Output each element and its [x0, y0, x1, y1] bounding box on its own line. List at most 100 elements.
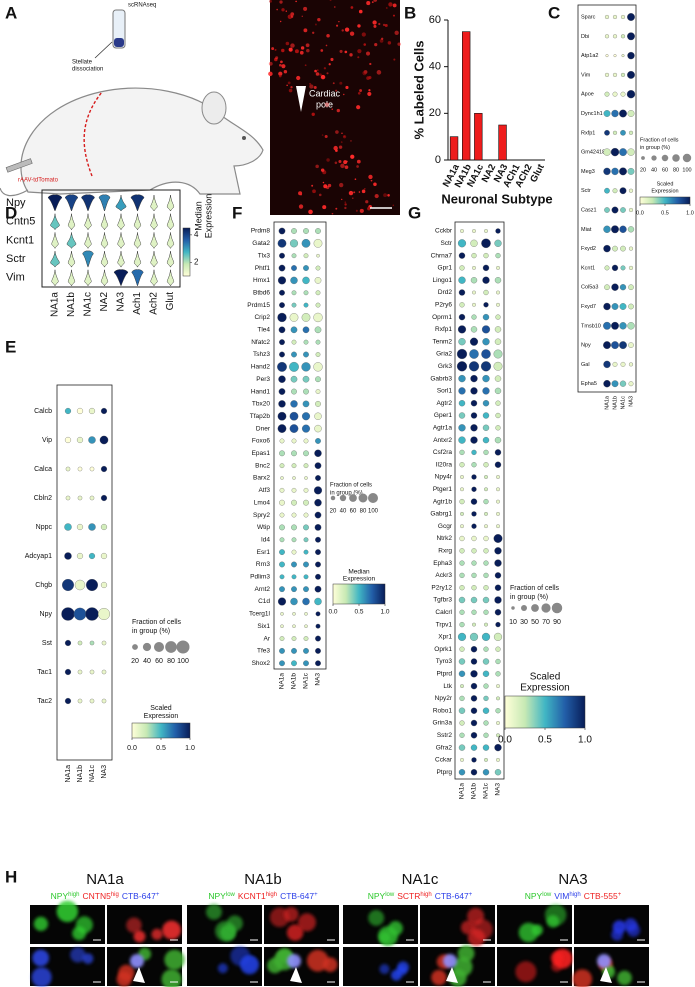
color-legend-title: Expression	[343, 576, 376, 583]
dot	[291, 499, 297, 506]
cell-signal	[283, 69, 288, 74]
dot	[603, 380, 611, 388]
dot	[612, 245, 618, 252]
dot	[610, 147, 620, 157]
group-label: Ach1	[132, 292, 143, 315]
dot	[619, 109, 627, 118]
dot	[291, 302, 297, 308]
dot	[471, 609, 477, 615]
bar	[462, 31, 471, 161]
cell	[283, 906, 299, 922]
y-tick-label: 40	[429, 61, 441, 73]
cell-signal	[333, 6, 336, 8]
dot	[482, 658, 490, 665]
size-legend-dot	[551, 602, 563, 614]
dot	[495, 314, 501, 320]
dot	[494, 326, 502, 333]
dot	[100, 552, 108, 560]
dot	[495, 400, 501, 406]
dot	[484, 524, 488, 529]
cell	[597, 954, 611, 968]
dot	[314, 524, 322, 531]
gene-label: Gper1	[434, 412, 452, 419]
dot	[471, 252, 477, 259]
marker-name: KCNT1	[238, 891, 266, 901]
dot	[483, 609, 489, 615]
dot	[483, 535, 489, 542]
dot	[495, 671, 501, 677]
cell-signal	[356, 159, 361, 164]
dot	[302, 400, 310, 408]
gene-label: Esr1	[257, 549, 271, 556]
micrograph	[268, 0, 401, 215]
cell-signal	[278, 71, 283, 76]
violin	[115, 194, 127, 212]
cell-signal	[306, 48, 310, 53]
dot	[612, 188, 618, 194]
cell-signal	[344, 27, 350, 32]
dot	[495, 708, 501, 714]
dot	[470, 326, 478, 333]
group-label: NA1a	[65, 765, 72, 783]
dot	[494, 449, 502, 456]
dot	[88, 552, 96, 560]
gene-label: Calcb	[34, 408, 52, 415]
dot	[304, 476, 308, 480]
dot	[494, 277, 502, 284]
dot	[627, 148, 635, 156]
dot	[303, 561, 309, 568]
dot	[314, 326, 322, 334]
dot	[315, 573, 321, 580]
violin	[150, 194, 158, 212]
cell-signal	[294, 49, 299, 54]
dot	[459, 621, 465, 628]
marker-line: NPYlow VIMhigh CTB-555+	[525, 891, 622, 901]
cell	[379, 963, 390, 975]
cell-signal	[276, 8, 278, 11]
dot	[77, 698, 83, 704]
cell-signal	[309, 84, 314, 89]
dot	[459, 265, 465, 271]
gene-label: Epha3	[433, 560, 452, 567]
group-label: NA1b	[471, 783, 478, 800]
marker-name: SCTR	[397, 891, 420, 901]
dot	[460, 512, 464, 516]
cell-signal	[269, 0, 272, 3]
dot	[470, 374, 478, 383]
dot	[482, 313, 490, 321]
marker-name: CNTN5	[82, 891, 111, 901]
dot	[620, 361, 626, 367]
marker-level: low	[542, 892, 552, 898]
gene-label: Arnt2	[254, 586, 270, 593]
cell-signal	[394, 30, 399, 35]
dot	[494, 743, 502, 752]
dot	[291, 512, 297, 518]
cell	[368, 909, 385, 926]
gene-label: Grk3	[438, 363, 452, 370]
dot	[64, 697, 72, 705]
dot	[313, 239, 323, 248]
dot	[470, 277, 478, 284]
gene-label: Gm42418	[581, 150, 605, 156]
dot	[471, 560, 477, 566]
dot	[74, 579, 86, 591]
cell	[515, 961, 537, 983]
cell-signal	[343, 93, 345, 96]
plot-box	[454, 221, 505, 780]
cell-signal	[303, 6, 308, 11]
gene-label: Gpr1	[438, 265, 453, 272]
pole-label: pole	[316, 99, 333, 109]
violin	[100, 213, 109, 231]
dot	[483, 289, 489, 296]
dot	[291, 586, 297, 593]
cell-signal	[358, 9, 363, 14]
dot	[315, 290, 321, 296]
cell	[550, 951, 564, 965]
gene-label: C1d	[258, 598, 270, 605]
violin	[150, 232, 158, 249]
cell-signal	[308, 209, 313, 215]
dot	[279, 302, 285, 308]
dot	[279, 549, 285, 555]
group-label: NA3	[101, 765, 108, 779]
gene-label: Agtr2	[436, 400, 452, 407]
